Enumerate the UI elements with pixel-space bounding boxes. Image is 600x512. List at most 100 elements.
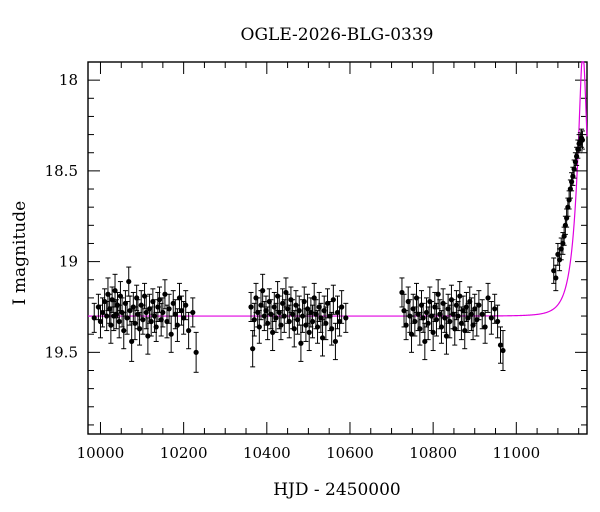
data-point bbox=[564, 215, 570, 221]
data-point bbox=[168, 331, 174, 337]
data-point bbox=[301, 298, 307, 305]
data-point bbox=[91, 315, 97, 321]
data-point bbox=[270, 329, 276, 335]
data-point bbox=[121, 327, 127, 334]
data-point bbox=[181, 315, 187, 321]
data-point bbox=[425, 320, 431, 326]
data-point bbox=[403, 322, 409, 328]
x-tick-label: 10200 bbox=[160, 444, 208, 462]
data-point bbox=[318, 315, 324, 321]
data-point bbox=[500, 347, 506, 354]
data-point bbox=[193, 349, 199, 355]
data-point bbox=[291, 326, 297, 332]
data-point bbox=[183, 302, 189, 308]
data-point bbox=[166, 306, 172, 312]
data-point bbox=[303, 322, 309, 328]
data-point bbox=[330, 297, 336, 303]
data-point bbox=[281, 313, 287, 319]
data-point bbox=[553, 275, 559, 281]
data-point bbox=[145, 333, 151, 339]
chart-title: OGLE-2026-BLG-0339 bbox=[241, 25, 434, 45]
data-point bbox=[126, 278, 132, 285]
data-point bbox=[479, 311, 485, 317]
data-point bbox=[174, 322, 181, 328]
data-point bbox=[178, 308, 185, 314]
data-point bbox=[104, 313, 110, 319]
data-point bbox=[435, 291, 441, 297]
data-point bbox=[485, 295, 491, 301]
data-point bbox=[465, 315, 471, 321]
data-point bbox=[112, 288, 118, 294]
y-tick-label: 19 bbox=[59, 253, 78, 271]
data-point bbox=[186, 327, 192, 334]
x-tick-label: 10400 bbox=[243, 444, 291, 462]
x-tick-label: 10800 bbox=[409, 444, 457, 462]
plot-area: 10000 10200 10400 10600 10800 11000 18 18.5 19 19… bbox=[45, 61, 588, 462]
data-point bbox=[462, 327, 468, 334]
data-point bbox=[278, 322, 284, 328]
data-point bbox=[566, 197, 572, 203]
data-point bbox=[336, 318, 343, 325]
data-point bbox=[422, 338, 428, 345]
data-point bbox=[319, 335, 326, 341]
data-point bbox=[433, 317, 440, 323]
data-point bbox=[572, 159, 578, 165]
data-point bbox=[273, 315, 279, 321]
data-point bbox=[306, 329, 312, 335]
data-point bbox=[412, 318, 418, 325]
data-point bbox=[492, 306, 498, 312]
data-point bbox=[113, 311, 119, 317]
data-point bbox=[116, 318, 122, 325]
data-point bbox=[97, 318, 104, 325]
data-point bbox=[153, 324, 159, 330]
y-axis-label: I magnitude bbox=[10, 201, 30, 305]
model-curve bbox=[88, 61, 588, 317]
x-tick-label: 10600 bbox=[326, 444, 374, 462]
data-point bbox=[160, 309, 166, 316]
data-point bbox=[460, 308, 466, 314]
data-point bbox=[311, 295, 317, 301]
data-point bbox=[309, 318, 316, 325]
data-point bbox=[482, 324, 488, 330]
data-point bbox=[283, 289, 289, 296]
data-point bbox=[447, 318, 453, 325]
data-point bbox=[190, 309, 196, 316]
data-point bbox=[265, 320, 271, 326]
data-point bbox=[124, 315, 130, 321]
data-point bbox=[95, 304, 101, 310]
data-point bbox=[117, 293, 124, 299]
data-point bbox=[108, 322, 114, 328]
data-point bbox=[248, 304, 254, 310]
data-point bbox=[443, 333, 450, 339]
data-point bbox=[329, 326, 335, 332]
data-point bbox=[140, 317, 146, 323]
data-point bbox=[430, 329, 436, 335]
data-point bbox=[420, 315, 426, 321]
data-point bbox=[251, 317, 257, 323]
data-point bbox=[551, 268, 557, 274]
data-point bbox=[260, 288, 266, 294]
data-point bbox=[148, 318, 154, 325]
data-point bbox=[136, 326, 143, 332]
data-point bbox=[408, 331, 415, 337]
data-point bbox=[334, 309, 341, 316]
data-point bbox=[332, 338, 339, 345]
data-point bbox=[250, 346, 256, 352]
data-point bbox=[324, 300, 331, 306]
data-point bbox=[417, 326, 423, 332]
x-tick-label: 10000 bbox=[77, 444, 125, 462]
data-point bbox=[494, 318, 501, 325]
data-point bbox=[452, 326, 458, 332]
data-point bbox=[488, 315, 494, 321]
y-tick-label: 19.5 bbox=[45, 343, 78, 361]
x-tick-label: 11000 bbox=[492, 444, 540, 462]
data-point bbox=[172, 311, 178, 317]
data-point bbox=[438, 324, 445, 330]
data-point bbox=[156, 297, 163, 303]
data-point bbox=[339, 304, 345, 310]
data-point bbox=[170, 300, 176, 306]
data-point bbox=[470, 322, 476, 328]
data-point bbox=[455, 313, 461, 319]
data-point bbox=[323, 320, 329, 326]
